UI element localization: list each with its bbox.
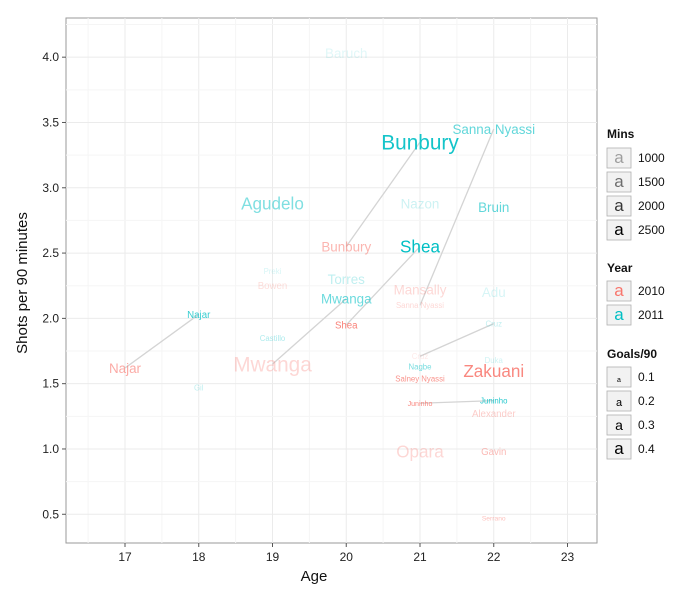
legend-key-glyph: a	[615, 417, 623, 433]
legend-key-glyph: a	[614, 439, 624, 458]
y-tick-label: 4.0	[42, 50, 59, 64]
x-axis-ticks: 17 18 19 20 21 22 23	[118, 543, 574, 564]
legend-key-box	[606, 195, 632, 217]
x-axis-title: Age	[301, 568, 328, 585]
y-tick-label: 1.0	[42, 442, 59, 456]
connection-line	[345, 246, 421, 326]
legend-key-box	[606, 414, 632, 436]
legend-key-box	[606, 280, 632, 302]
connection-lines	[124, 128, 495, 404]
y-tick-label: 0.5	[42, 507, 59, 521]
y-tick-label: 3.0	[42, 181, 59, 195]
legend-key-box	[606, 438, 632, 460]
legend-key-glyph: a	[616, 397, 623, 409]
player-label: Shea	[400, 238, 440, 257]
player-label: Juninho	[480, 396, 508, 405]
connection-line	[345, 141, 421, 247]
legend-key-box	[606, 171, 632, 193]
legend-key-box	[606, 390, 632, 412]
player-label: Duka	[485, 356, 504, 365]
x-tick-label: 23	[561, 550, 575, 564]
connection-line	[419, 128, 495, 306]
legend-label: 2010	[638, 284, 665, 298]
player-label: Gil	[194, 383, 204, 392]
legend-key-glyph: a	[614, 305, 624, 324]
legend-label: 2500	[638, 223, 665, 237]
x-tick-label: 21	[413, 550, 427, 564]
player-label: Nazon	[401, 196, 440, 211]
connection-line	[419, 399, 494, 404]
legend-label: 0.4	[638, 442, 655, 456]
player-label: Zakuani	[463, 362, 524, 381]
player-label: Cruz	[412, 352, 429, 361]
y-tick-label: 2.5	[42, 246, 59, 260]
connection-line	[419, 323, 495, 357]
player-label: Mansally	[394, 282, 447, 297]
y-tick-label: 2.0	[42, 311, 59, 325]
player-label: Bowen	[258, 281, 288, 292]
player-label: Bunbury	[381, 132, 459, 155]
y-tick-label: 1.5	[42, 377, 59, 391]
y-tick-label: 3.5	[42, 115, 59, 129]
player-label: Opara	[396, 443, 444, 462]
player-label: Najar	[187, 310, 211, 321]
player-label: Baruch	[325, 46, 367, 61]
y-axis-title: Shots per 90 minutes	[14, 212, 31, 354]
legend-label: 1500	[638, 175, 665, 189]
legend-key-glyph: a	[614, 281, 624, 300]
legend: Mins a 1000 a 1500 a 2000 a 2500 Year a 2010 a 2011 Go…	[606, 127, 665, 460]
legend-title: Year	[607, 261, 633, 275]
x-tick-label: 19	[266, 550, 280, 564]
player-label: Najar	[109, 361, 142, 376]
legend-label: 0.3	[638, 418, 655, 432]
player-label: Preki	[264, 267, 282, 276]
player-label: Sanna Nyassi	[452, 122, 535, 137]
legend-label: 2000	[638, 199, 665, 213]
y-axis-ticks: 0.5 1.0 1.5 2.0 2.5 3.0 3.5 4.0	[42, 50, 66, 521]
legend-key-box	[606, 304, 632, 326]
player-label: Sanna Nyassi	[396, 301, 444, 310]
legend-key-box	[606, 147, 632, 169]
legend-key-glyph: a	[614, 220, 624, 239]
x-tick-label: 17	[118, 550, 132, 564]
player-label: Adu	[482, 285, 506, 300]
player-label: Mwanga	[233, 354, 312, 377]
player-label: Serrano	[482, 516, 506, 523]
legend-label: 1000	[638, 151, 665, 165]
legend-key-box	[606, 366, 632, 388]
legend-key-glyph: a	[617, 377, 621, 384]
legend-key-glyph: a	[614, 148, 624, 167]
player-label: Salney Nyassi	[395, 374, 445, 383]
legend-key-glyph: a	[614, 172, 624, 191]
connection-line	[272, 298, 347, 365]
plot-panel	[65, 17, 598, 544]
player-label: Juninho	[408, 400, 433, 408]
player-label: Cruz	[486, 319, 503, 328]
player-label: Mwanga	[321, 292, 372, 307]
player-label: Bruin	[478, 200, 509, 215]
player-label: Castillo	[260, 334, 286, 343]
player-label: Alexander	[472, 409, 516, 420]
grid-lines	[66, 18, 597, 543]
player-label: Shea	[335, 320, 358, 331]
x-tick-label: 22	[487, 550, 501, 564]
player-label: Agudelo	[241, 195, 304, 214]
legend-label: 0.1	[638, 370, 655, 384]
x-tick-label: 18	[192, 550, 206, 564]
legend-label: 0.2	[638, 394, 655, 408]
player-label: Torres	[328, 272, 366, 287]
legend-key-glyph: a	[614, 196, 624, 215]
player-label: Nagbe	[409, 363, 432, 372]
legend-label: 2011	[638, 308, 664, 322]
connection-line	[124, 313, 200, 369]
legend-key-box	[606, 219, 632, 241]
x-tick-label: 20	[340, 550, 354, 564]
legend-title: Mins	[607, 127, 635, 141]
player-label: Gavin	[481, 447, 506, 458]
player-label: Bunbury	[321, 239, 371, 254]
legend-title: Goals/90	[607, 347, 657, 361]
